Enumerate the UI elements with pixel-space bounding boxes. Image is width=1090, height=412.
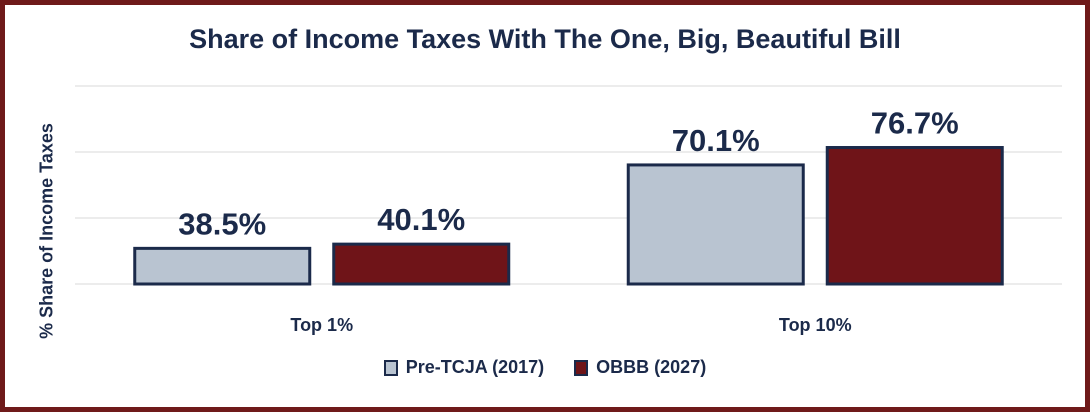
legend-swatch-obbb [574,359,589,376]
legend-label-obbb: OBBB (2027) [596,357,707,377]
bar-obbb-1 [825,146,1004,286]
chart-title: Share of Income Taxes With The One, Big,… [189,24,901,54]
data-label-obbb-1: 76.7% [871,106,959,141]
data-label-pre-tcja-1: 70.1% [672,123,760,158]
legend: Pre-TCJA (2017) OBBB (2027) [0,357,1090,378]
data-label-pre-tcja-0: 38.5% [178,206,266,241]
bar-pre-tcja-0 [133,246,312,286]
data-label-obbb-0: 40.1% [377,202,465,237]
legend-item-obbb: OBBB (2027) [574,357,706,378]
bar-obbb-0 [332,242,511,286]
x-tick-label-0: Top 1% [290,315,353,335]
bar-pre-tcja-1 [626,163,805,286]
legend-label-pre-tcja: Pre-TCJA (2017) [405,357,545,377]
legend-swatch-pre-tcja [383,359,398,376]
x-tick-label-1: Top 10% [779,315,852,335]
legend-item-pre-tcja: Pre-TCJA (2017) [383,357,545,378]
